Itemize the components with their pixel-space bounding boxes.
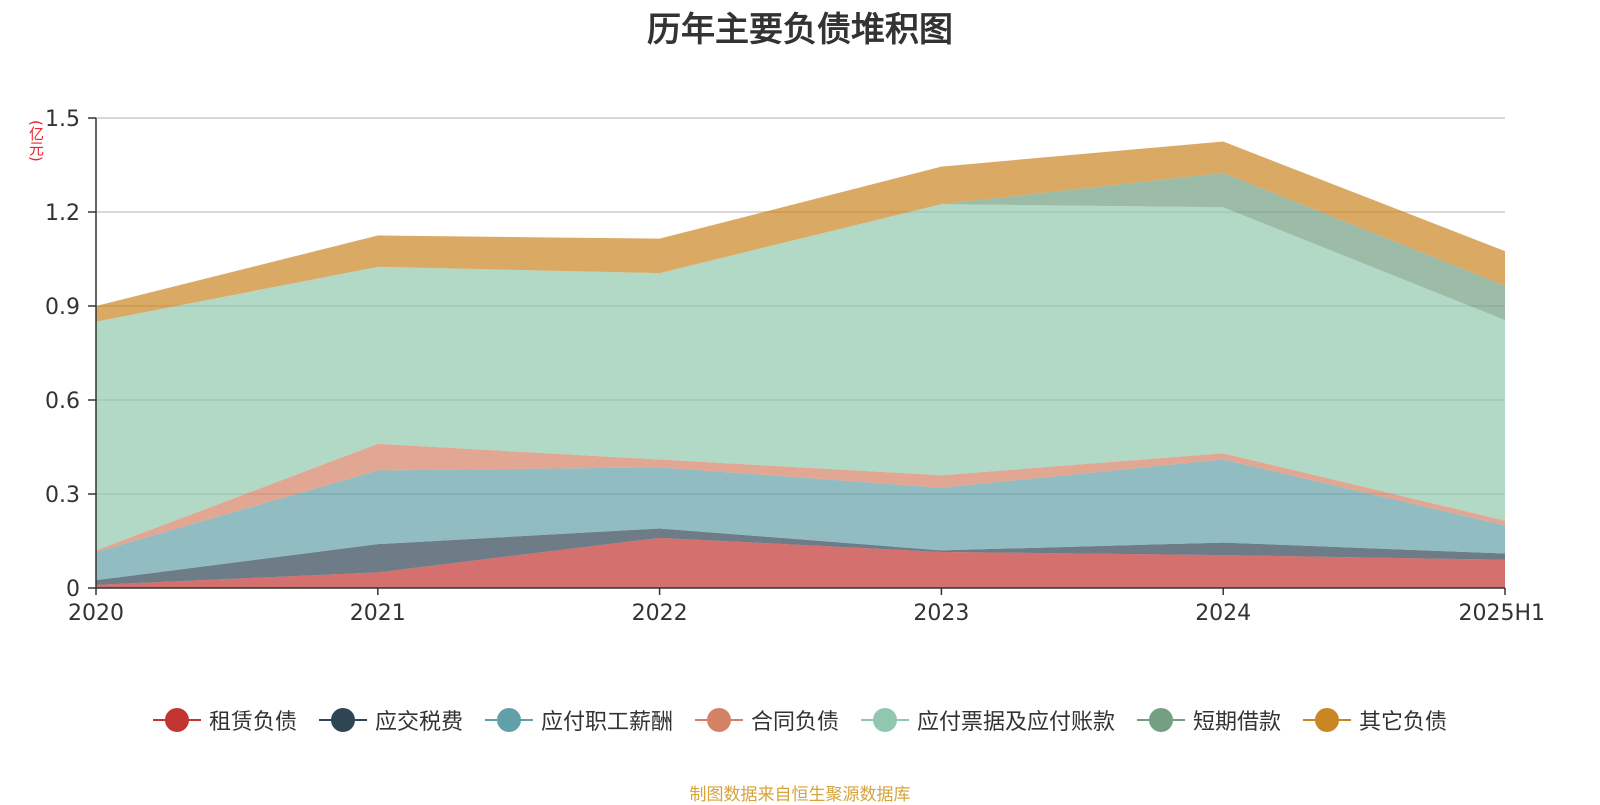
chart-title: 历年主要负债堆积图: [647, 10, 953, 50]
x-tick-label: 2023: [913, 601, 969, 626]
y-tick-label: 0.6: [45, 389, 80, 414]
data-source-note: 制图数据来自恒生聚源数据库: [689, 785, 911, 805]
legend-item[interactable]: 应交税费: [318, 704, 463, 736]
legend-item[interactable]: 应付职工薪酬: [484, 704, 673, 736]
legend-marker-icon: [484, 707, 533, 733]
legend-label: 短期借款: [1193, 710, 1282, 735]
y-tick-label: 1.5: [45, 107, 80, 132]
area-series-3: [96, 459, 1505, 581]
legend-item[interactable]: 应付票据及应付账款: [861, 704, 1115, 736]
legend-marker-icon: [694, 707, 743, 733]
area-series-5: [96, 204, 1505, 551]
area-series-1: [96, 537, 1505, 588]
legend-marker-icon: [1303, 707, 1352, 733]
legend-item[interactable]: 短期借款: [1137, 704, 1281, 736]
y-tick-label: 0.3: [45, 483, 80, 508]
legend-marker-icon: [1137, 707, 1186, 733]
legend-label: 租赁负债: [208, 710, 297, 735]
legend-marker-icon: [861, 707, 909, 733]
y-tick-label: 0: [66, 577, 80, 602]
x-tick-label: 2025H1: [1458, 601, 1545, 626]
x-tick-label: 2021: [350, 601, 406, 626]
y-tick-label: 1.2: [45, 201, 80, 226]
legend-item[interactable]: 其它负债: [1303, 704, 1447, 736]
x-tick-label: 2020: [68, 601, 124, 626]
legend-item[interactable]: 租赁负债: [152, 704, 297, 736]
legend-label: 合同负债: [750, 710, 839, 735]
legend-marker-icon: [152, 707, 201, 733]
legend-marker-icon: [318, 707, 367, 733]
legend-label: 其它负债: [1359, 710, 1448, 735]
legend-label: 应交税费: [374, 710, 463, 735]
legend-label: 应付票据及应付账款: [917, 710, 1116, 735]
x-tick-label: 2022: [632, 601, 688, 626]
legend-label: 应付职工薪酬: [540, 710, 673, 735]
y-tick-label: 0.9: [45, 295, 80, 320]
chart-legend: 租赁负债 应交税费 应付职工薪酬 合同负债 应付票据及应付账款 短期借款 其它负债: [0, 700, 1600, 740]
area-series-7: [96, 141, 1505, 322]
legend-item[interactable]: 合同负债: [694, 704, 839, 736]
y-axis-unit-label: (亿元): [27, 120, 45, 162]
x-tick-label: 2024: [1195, 601, 1251, 626]
area-series-2: [96, 528, 1505, 585]
